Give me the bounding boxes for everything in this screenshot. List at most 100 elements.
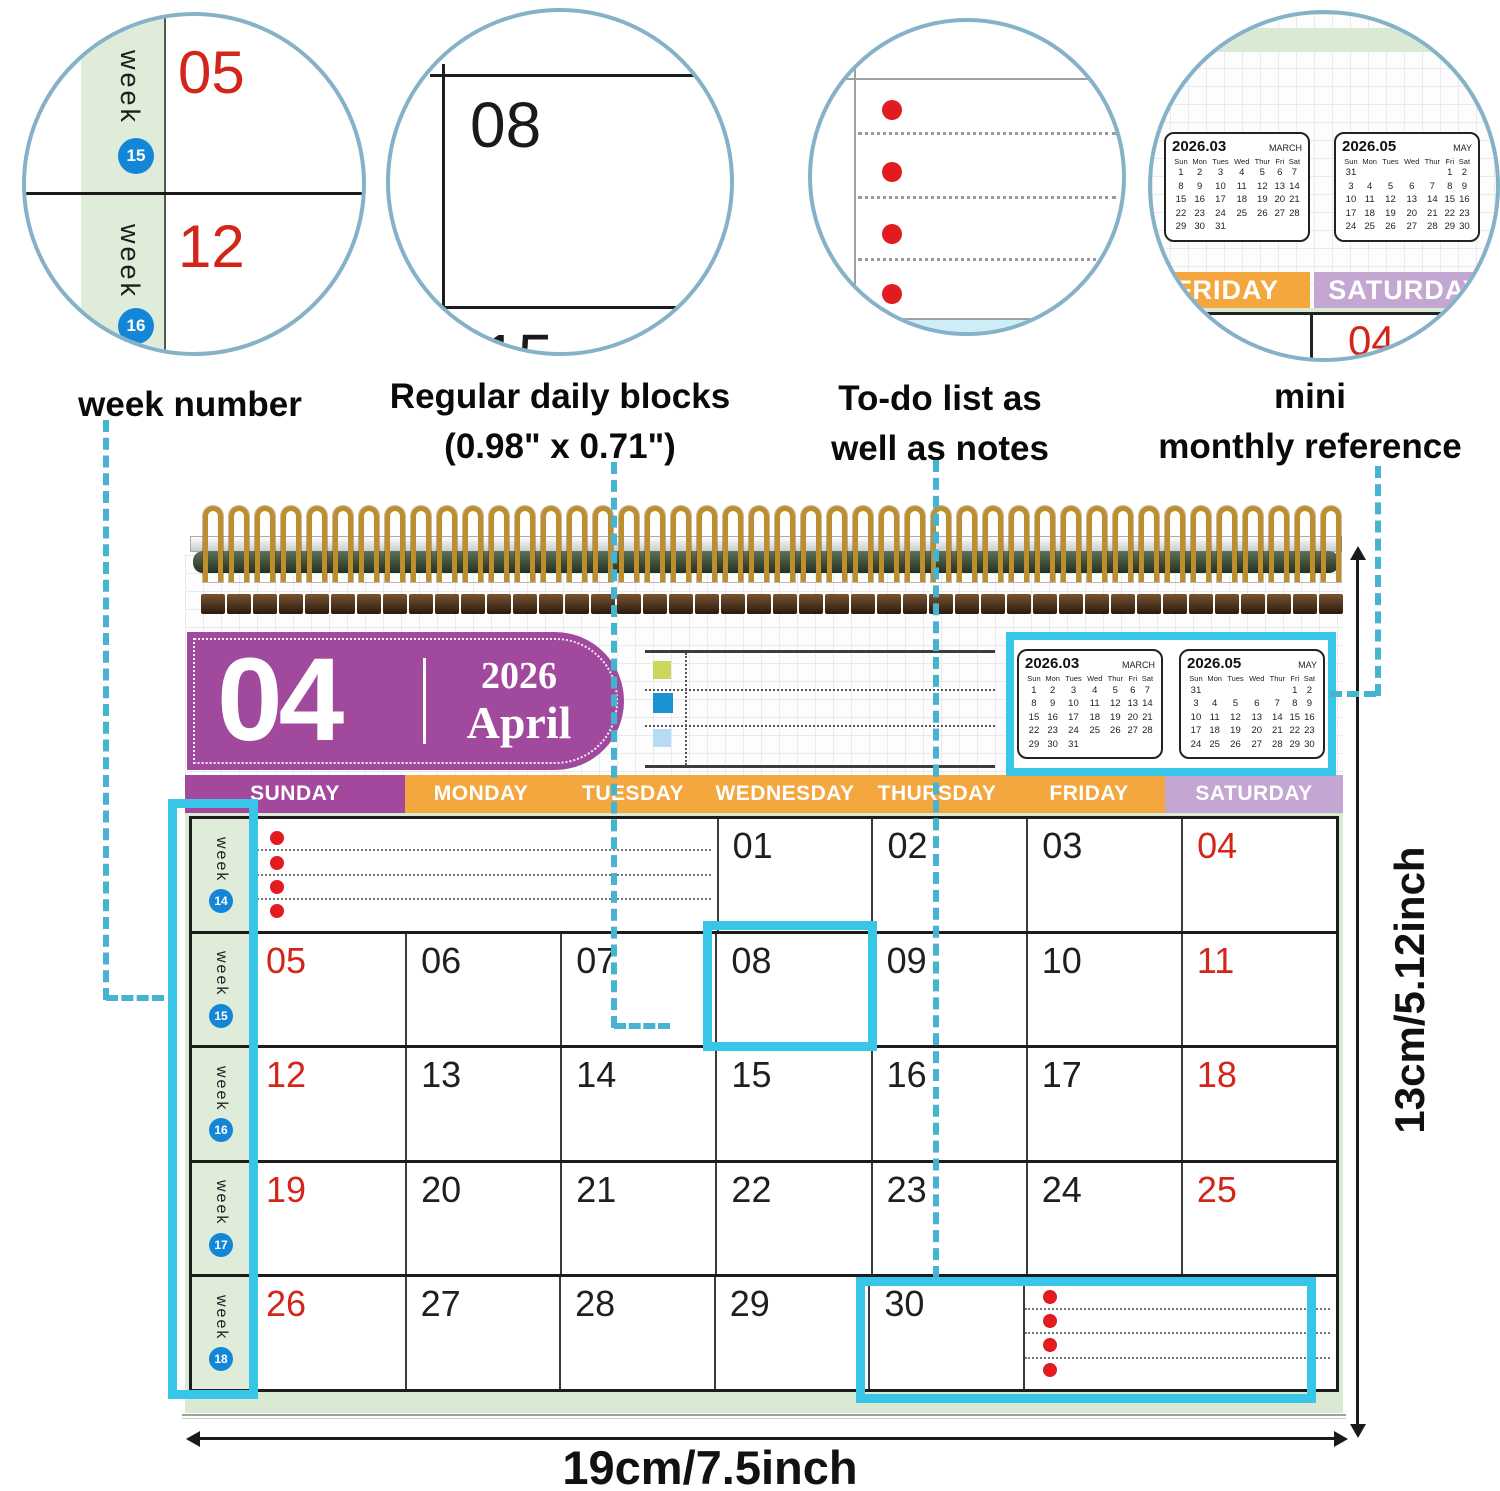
width-arrow-line	[198, 1437, 1334, 1440]
month-number: 04	[217, 634, 344, 766]
binding-coil-loop	[1033, 506, 1057, 618]
todo-dot	[270, 880, 284, 895]
mini-cal-date	[1140, 737, 1155, 751]
mini-cal-date: 31	[1068, 738, 1079, 750]
weekday-header-tuesday: TUESDAY	[557, 775, 709, 813]
mini-cal-date: 4	[1092, 684, 1098, 696]
date-number: 05	[178, 39, 245, 106]
mini-cal-date: 6	[1254, 698, 1260, 709]
day-cell: 24	[1025, 1162, 1181, 1275]
binding-coil-loop	[981, 506, 1005, 618]
mini-cal-date	[1267, 683, 1288, 697]
mini-cal-date: 21	[1427, 207, 1438, 219]
day-cell: 03	[1026, 819, 1181, 931]
binding-coil-loop	[1241, 506, 1265, 618]
mini-cal-day-header: Wed	[1249, 674, 1265, 684]
highlight-todo-area	[856, 1277, 1316, 1403]
mini-cal-date: 21	[1272, 725, 1283, 736]
mini-cal-date: 27	[1127, 725, 1139, 736]
day-cell: 28	[559, 1277, 714, 1389]
pointer-line-week-number	[106, 995, 164, 1001]
mini-cal-date: 14	[1272, 711, 1283, 723]
todo-line	[1024, 1310, 1331, 1335]
mini-cal-date: 23	[1459, 207, 1470, 219]
pointer-line-daily-block	[611, 462, 617, 1028]
year-label: 2026	[481, 655, 557, 697]
mini-cal-date: 5	[1259, 167, 1265, 179]
weekday-header-wednesday: WEDNESDAY	[709, 775, 861, 813]
notes-panel	[645, 650, 995, 768]
mini-calendar-march: 2026.03 MARCH Sun Mon Tues Wed Thur Fri Sat 1 2 3 4 5…	[1017, 649, 1163, 759]
binding-coil-loop	[487, 506, 511, 618]
page-edge	[182, 1418, 1346, 1419]
binding-coil-loop	[565, 506, 589, 618]
mini-calendar-may: 2026.05 MAY Sun Mon Tues Wed Thur Fri Sat 31 1 2 3 4 5…	[1334, 132, 1480, 242]
date-number: 08	[470, 89, 542, 161]
divider	[1152, 308, 1496, 312]
mini-cal-date: 19	[1257, 194, 1268, 206]
mini-cal-date: 3	[1348, 180, 1354, 192]
day-cell: 17	[1025, 1048, 1181, 1160]
calendar-week-row: week 17 19 20 21 22 23 24 25	[192, 1159, 1336, 1275]
week-word: week	[213, 1180, 230, 1226]
mini-cal-month: MARCH	[1122, 660, 1155, 671]
week-word: week	[213, 836, 230, 882]
mini-cal-date: 12	[1110, 698, 1121, 709]
binding-coil-loop	[461, 506, 485, 618]
mini-cal-date: 1	[1178, 167, 1184, 179]
mini-cal-date: 18	[1236, 194, 1248, 206]
binding-coil-loop	[877, 506, 901, 618]
mini-cal-day-header: Tues	[1065, 674, 1082, 684]
cell-border	[832, 318, 1116, 320]
mini-cal-date: 19	[1385, 207, 1396, 219]
binding-coil-loop	[279, 506, 303, 618]
mini-cal-date: 16	[1194, 194, 1205, 206]
mini-cal-date: 27	[1274, 207, 1286, 219]
day-number: 21	[576, 1168, 617, 1210]
day-number: 17	[1041, 1054, 1082, 1096]
mini-cal-day-header: Mon	[1207, 674, 1222, 684]
mini-cal-day-header: Fri	[1445, 157, 1455, 166]
arrowhead-left	[186, 1430, 200, 1447]
mini-cal-day-header: Sat	[1458, 157, 1471, 166]
month-badge: 04 2026 April	[187, 632, 624, 770]
binding-coil-loop	[331, 506, 355, 618]
binding-coil-loop	[591, 506, 615, 618]
day-number: 07	[576, 939, 617, 981]
mini-cal-date: 7	[1429, 180, 1435, 192]
day-number: 16	[886, 1054, 927, 1096]
binding-coil-loop	[721, 506, 745, 618]
color-square-green	[653, 661, 671, 679]
caption-todo-list: To-do list as well as notes	[790, 374, 1090, 473]
mini-cal-month: MARCH	[1269, 143, 1302, 153]
row-divider	[26, 192, 362, 195]
binding-coil-loop	[747, 506, 771, 618]
notes-divider	[685, 653, 687, 765]
mini-cal-date: 29	[1175, 221, 1187, 233]
mini-cal-date: 8	[1292, 698, 1298, 709]
mini-cal-date: 7	[1291, 167, 1298, 179]
mini-cal-date: 19	[1230, 725, 1241, 736]
mini-cal-month: MAY	[1453, 143, 1472, 153]
todo-line	[252, 827, 711, 852]
mini-cal-date	[1224, 683, 1246, 697]
callout-circle-daily-block: 08 15	[386, 8, 734, 356]
mini-cal-date: 11	[1089, 698, 1100, 709]
mini-cal-date: 13	[1274, 180, 1286, 192]
todo-dot	[270, 855, 284, 870]
mini-cal-date: 6	[1277, 167, 1283, 179]
day-cell: 27	[404, 1277, 560, 1389]
mini-cal-date: 11	[1209, 711, 1220, 723]
mini-cal-date: 29	[1028, 738, 1040, 750]
mini-cal-date: 15	[1028, 711, 1040, 723]
binding-coil-loop	[617, 506, 641, 618]
day-number: 30	[884, 1283, 925, 1325]
color-square-blue	[653, 693, 673, 713]
todo-dot	[270, 831, 284, 846]
pointer-line-mini-monthly	[1375, 466, 1381, 696]
week-number-badge: 17	[209, 1232, 233, 1257]
mini-cal-day-header: Sat	[1288, 157, 1301, 166]
arrowhead-up	[1349, 546, 1366, 560]
day-number: 09	[886, 939, 927, 981]
day-cell: 21	[560, 1162, 715, 1275]
